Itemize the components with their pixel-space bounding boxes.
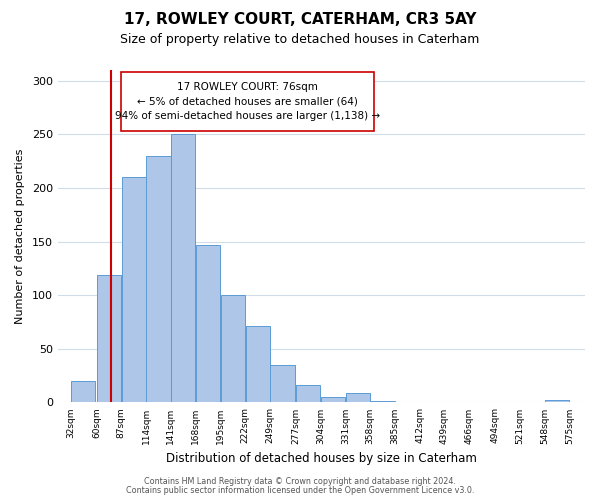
- Bar: [171, 134, 196, 402]
- Bar: [296, 386, 320, 402]
- Bar: [346, 393, 370, 402]
- Text: Size of property relative to detached houses in Caterham: Size of property relative to detached ho…: [121, 32, 479, 46]
- Text: 17, ROWLEY COURT, CATERHAM, CR3 5AY: 17, ROWLEY COURT, CATERHAM, CR3 5AY: [124, 12, 476, 28]
- Text: Contains public sector information licensed under the Open Government Licence v3: Contains public sector information licen…: [126, 486, 474, 495]
- Bar: [97, 275, 121, 402]
- FancyBboxPatch shape: [121, 72, 374, 131]
- Bar: [196, 245, 220, 402]
- X-axis label: Distribution of detached houses by size in Caterham: Distribution of detached houses by size …: [166, 452, 477, 465]
- Bar: [245, 326, 270, 402]
- Bar: [122, 177, 146, 402]
- Bar: [271, 365, 295, 403]
- Bar: [71, 381, 95, 402]
- Bar: [321, 397, 345, 402]
- Text: Contains HM Land Registry data © Crown copyright and database right 2024.: Contains HM Land Registry data © Crown c…: [144, 477, 456, 486]
- Y-axis label: Number of detached properties: Number of detached properties: [15, 148, 25, 324]
- Bar: [545, 400, 569, 402]
- Bar: [221, 295, 245, 403]
- Bar: [146, 156, 170, 402]
- Text: 17 ROWLEY COURT: 76sqm
← 5% of detached houses are smaller (64)
94% of semi-deta: 17 ROWLEY COURT: 76sqm ← 5% of detached …: [115, 82, 380, 121]
